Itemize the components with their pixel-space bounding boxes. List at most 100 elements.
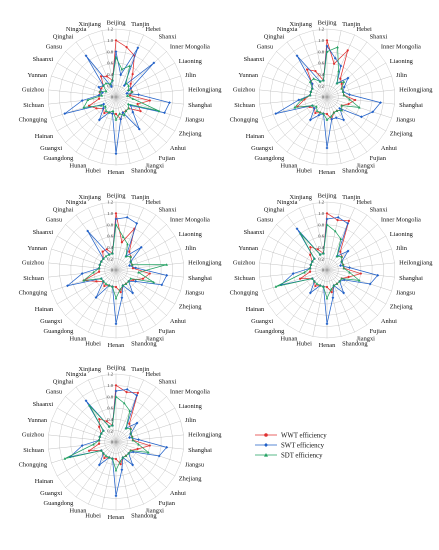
point-swt-shanghai — [168, 101, 171, 105]
point-wwt-sichuan — [97, 270, 101, 273]
category-label-anhui: Anhui — [170, 145, 186, 152]
legend-marker-wwt — [264, 433, 268, 437]
point-swt-heilongjiang — [348, 266, 351, 270]
grid-spoke — [326, 248, 392, 271]
point-sdt-tianjin — [336, 45, 339, 49]
point-sdt-hainan — [99, 277, 103, 280]
category-label-shandong: Shandong — [131, 512, 157, 519]
point-wwt-shanxi — [131, 72, 134, 76]
category-label-hainan: Hainan — [35, 478, 54, 485]
category-label-hubei: Hubei — [85, 340, 101, 347]
grid-spoke — [65, 96, 117, 143]
category-label-henan: Henan — [108, 342, 125, 349]
r-tick-label: 0 — [111, 95, 114, 100]
point-swt-henan — [325, 146, 329, 150]
grid-spoke — [259, 89, 328, 98]
point-wwt-beijing — [114, 39, 118, 42]
point-sdt-jiangsu — [358, 279, 361, 282]
category-label-anhui: Anhui — [170, 490, 186, 497]
category-label-shaanxi: Shaanxi — [33, 56, 54, 63]
grid-spoke — [312, 269, 328, 337]
category-label-jiangxi: Jiangxi — [356, 163, 375, 170]
point-sdt-yunnan — [309, 90, 313, 93]
grid-spoke — [276, 269, 328, 316]
grid-spoke — [262, 248, 328, 271]
grid-spoke — [115, 75, 181, 98]
point-swt-sichuan — [80, 272, 84, 275]
point-sdt-jilin — [130, 435, 134, 438]
r-tick-label: 1.0 — [318, 211, 324, 216]
point-sdt-ningxia — [318, 253, 322, 256]
point-sdt-sichuan — [86, 98, 90, 102]
point-swt-hainan — [102, 102, 106, 106]
point-swt-fujian — [342, 291, 346, 295]
legend-item-sdt: SDT efficiency — [255, 452, 323, 459]
point-sdt-yunnan — [98, 263, 102, 266]
point-sdt-jiangsu — [157, 109, 161, 113]
category-label-guizhou: Guizhou — [22, 87, 45, 94]
grid-spoke — [101, 203, 117, 271]
point-sdt-xinjiang — [322, 78, 325, 82]
category-label-gansu: Gansu — [46, 216, 63, 223]
grid-spoke — [88, 96, 117, 160]
point-swt-qinghai — [84, 54, 88, 58]
category-label-tianjin: Tianjin — [131, 194, 150, 201]
category-label-heilongjiang: Heilongjiang — [399, 260, 433, 267]
category-label-zhejiang: Zhejiang — [179, 130, 203, 137]
point-sdt-beijing — [114, 55, 118, 59]
grid-spoke — [65, 51, 117, 98]
point-sdt-liaoning — [129, 260, 133, 263]
point-sdt-yunnan — [309, 263, 313, 266]
category-label-hubei: Hubei — [85, 512, 101, 519]
point-sdt-hebei — [126, 242, 129, 246]
point-sdt-inner-mongolia — [127, 84, 130, 87]
grid-spoke — [312, 30, 328, 98]
point-sdt-shanxi — [124, 426, 128, 430]
point-sdt-jiangxi — [121, 456, 125, 459]
point-wwt-qinghai — [309, 245, 312, 249]
point-swt-liaoning — [342, 85, 346, 89]
point-sdt-zhejiang — [129, 277, 133, 280]
point-sdt-beijing — [325, 223, 329, 226]
grid-spoke — [326, 269, 342, 337]
legend-label-wwt: WWT efficiency — [281, 432, 327, 439]
point-sdt-fujian — [335, 109, 339, 112]
category-label-gansu: Gansu — [46, 43, 63, 50]
point-swt-chongqing — [66, 284, 69, 288]
point-sdt-anhui — [338, 279, 341, 283]
point-sdt-henan — [114, 296, 118, 300]
point-swt-liaoning — [129, 87, 133, 90]
r-tick-label: 0.4 — [107, 245, 113, 250]
grid-spoke — [115, 269, 167, 316]
point-sdt-sichuan — [303, 270, 306, 274]
grid-spoke — [57, 269, 117, 305]
category-label-ningxia: Ningxia — [66, 26, 87, 33]
point-swt-shaanxi — [97, 85, 101, 89]
category-label-chongqing: Chongqing — [230, 290, 259, 297]
category-label-guangdong: Guangdong — [44, 155, 75, 162]
series-sdt — [82, 223, 169, 300]
point-sdt-henan — [325, 118, 329, 121]
grid-spoke — [115, 96, 167, 143]
point-sdt-zhejiang — [340, 277, 344, 280]
point-sdt-guizhou — [308, 93, 312, 97]
category-label-yunnan: Yunnan — [239, 245, 259, 252]
category-label-zhejiang: Zhejiang — [179, 303, 203, 310]
point-swt-beijing — [114, 50, 118, 54]
point-sdt-shanxi — [335, 254, 339, 258]
point-sdt-shanghai — [131, 97, 135, 100]
point-wwt-ningxia — [105, 75, 108, 78]
point-sdt-ningxia — [107, 253, 111, 256]
r-tick-label: 0.8 — [107, 394, 113, 399]
point-swt-qinghai — [295, 227, 299, 231]
r-tick-label: 0.2 — [107, 428, 113, 433]
point-wwt-shandong — [330, 291, 333, 294]
point-swt-heilongjiang — [134, 266, 138, 270]
point-sdt-chongqing — [293, 106, 296, 109]
r-tick-label: 1.0 — [107, 38, 113, 43]
category-label-jilin: Jilin — [185, 245, 197, 252]
grid-spoke — [115, 96, 144, 160]
